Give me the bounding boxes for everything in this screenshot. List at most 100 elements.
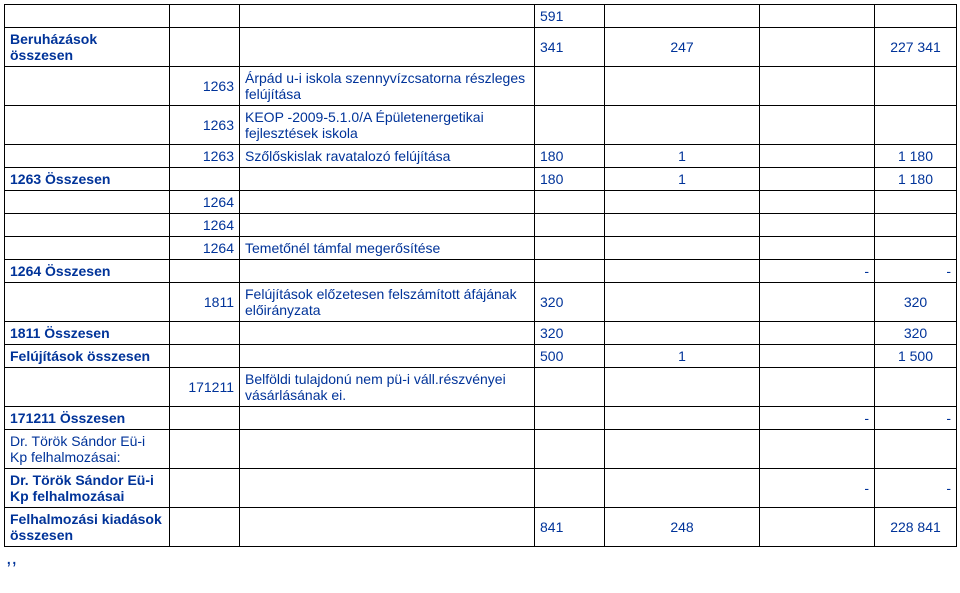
table-row: 1263KEOP -2009-5.1.0/A Épületenergetikai…: [5, 106, 957, 145]
col-val4: 227 341: [875, 28, 957, 67]
col-val4: -: [875, 260, 957, 283]
col-val1: [535, 260, 605, 283]
col-val1: 500: [535, 345, 605, 368]
col-val2: [605, 5, 760, 28]
col-val2: 248: [605, 508, 760, 547]
budget-table: 591Beruházások összesen341247227 3411263…: [4, 4, 957, 547]
col-description: [240, 214, 535, 237]
table-row: Beruházások összesen341247227 341: [5, 28, 957, 67]
table-row: Felújítások összesen50011 500: [5, 345, 957, 368]
col-val3: [760, 214, 875, 237]
col-code: [170, 469, 240, 508]
col-val1: 320: [535, 322, 605, 345]
table-row: 1811 Összesen320320: [5, 322, 957, 345]
col-val4: 1 500: [875, 345, 957, 368]
col-val4: 1 180: [875, 145, 957, 168]
table-row: 1263Szőlőskislak ravatalozó felújítása18…: [5, 145, 957, 168]
col-val2: [605, 469, 760, 508]
col-val2: [605, 106, 760, 145]
col-val4: [875, 430, 957, 469]
col-val1: 180: [535, 145, 605, 168]
col-code: 1263: [170, 145, 240, 168]
col-code: 1811: [170, 283, 240, 322]
col-label: [5, 191, 170, 214]
col-val3: [760, 368, 875, 407]
col-val3: [760, 508, 875, 547]
col-val1: [535, 106, 605, 145]
table-row: 1263 Összesen18011 180: [5, 168, 957, 191]
col-val2: [605, 67, 760, 106]
col-val3: [760, 322, 875, 345]
col-val1: 841: [535, 508, 605, 547]
table-row: 171211Belföldi tulajdonú nem pü-i váll.r…: [5, 368, 957, 407]
col-val3: [760, 345, 875, 368]
col-label: Beruházások összesen: [5, 28, 170, 67]
col-label: [5, 145, 170, 168]
col-description: [240, 469, 535, 508]
col-description: [240, 5, 535, 28]
col-description: [240, 28, 535, 67]
col-val1: 180: [535, 168, 605, 191]
table-row: 171211 Összesen--: [5, 407, 957, 430]
col-description: [240, 260, 535, 283]
col-code: 171211: [170, 368, 240, 407]
col-val1: [535, 214, 605, 237]
col-code: [170, 260, 240, 283]
col-code: 1263: [170, 67, 240, 106]
col-val1: [535, 407, 605, 430]
col-val3: [760, 430, 875, 469]
col-label: [5, 214, 170, 237]
col-val2: [605, 283, 760, 322]
col-val4: 228 841: [875, 508, 957, 547]
col-description: Szőlőskislak ravatalozó felújítása: [240, 145, 535, 168]
col-val2: [605, 322, 760, 345]
col-description: [240, 322, 535, 345]
col-label: [5, 237, 170, 260]
col-val3: [760, 106, 875, 145]
col-val2: [605, 237, 760, 260]
col-description: Temetőnél támfal megerősítése: [240, 237, 535, 260]
col-val4: 320: [875, 283, 957, 322]
col-label: [5, 5, 170, 28]
col-val4: -: [875, 469, 957, 508]
col-code: 1264: [170, 214, 240, 237]
col-val3: [760, 191, 875, 214]
col-description: [240, 191, 535, 214]
table-row: Felhalmozási kiadások összesen 841248 228 …: [5, 508, 957, 547]
col-label: Felhalmozási kiadások összesen: [5, 508, 170, 547]
col-label: [5, 368, 170, 407]
col-val2: 1: [605, 145, 760, 168]
col-val4: [875, 214, 957, 237]
col-code: [170, 508, 240, 547]
col-description: Felújítások előzetesen felszámított áfáj…: [240, 283, 535, 322]
table-row: 1264: [5, 214, 957, 237]
col-val2: [605, 430, 760, 469]
col-label: Dr. Török Sándor Eü-i Kp felhalmozásai:: [5, 430, 170, 469]
col-code: [170, 5, 240, 28]
table-row: Dr. Török Sándor Eü-i Kp felhalmozásai:: [5, 430, 957, 469]
col-label: 1263 Összesen: [5, 168, 170, 191]
col-val4: [875, 5, 957, 28]
col-description: [240, 508, 535, 547]
col-code: [170, 28, 240, 67]
col-code: [170, 168, 240, 191]
col-val1: 591: [535, 5, 605, 28]
col-val4: 320: [875, 322, 957, 345]
col-val1: [535, 469, 605, 508]
col-code: [170, 345, 240, 368]
col-val3: [760, 67, 875, 106]
col-description: [240, 168, 535, 191]
col-val3: -: [760, 260, 875, 283]
table-row: 1264 Összesen--: [5, 260, 957, 283]
col-val2: [605, 191, 760, 214]
col-description: [240, 430, 535, 469]
col-code: 1264: [170, 191, 240, 214]
col-label: [5, 67, 170, 106]
col-val4: [875, 191, 957, 214]
col-label: [5, 283, 170, 322]
col-val2: 1: [605, 345, 760, 368]
col-val2: 247: [605, 28, 760, 67]
table-row: 1811Felújítások előzetesen felszámított …: [5, 283, 957, 322]
footer-mark: ,,: [4, 547, 956, 570]
col-description: Árpád u-i iskola szennyvízcsatorna részl…: [240, 67, 535, 106]
